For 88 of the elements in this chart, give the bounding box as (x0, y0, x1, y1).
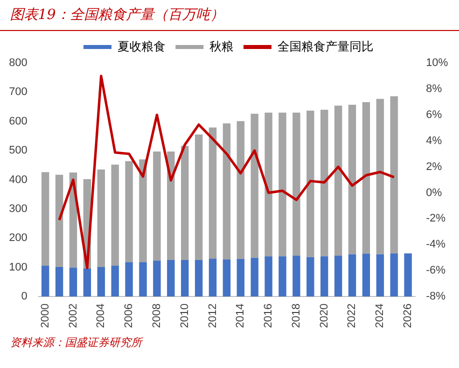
legend-label: 全国粮食产量同比 (278, 39, 374, 54)
y-tick-label: 0 (21, 290, 28, 303)
bar (167, 260, 175, 297)
y-tick-label: 700 (8, 86, 28, 98)
bar (292, 112, 300, 256)
x-tick-label: 2004 (95, 304, 108, 328)
bar (97, 267, 105, 297)
bar (264, 256, 272, 297)
bar (236, 258, 244, 297)
bar (348, 104, 356, 254)
y2-tick-label: -2% (426, 212, 446, 225)
bar (306, 257, 314, 297)
bar (55, 174, 64, 268)
x-tick-label: 2016 (262, 304, 275, 328)
bar (111, 266, 119, 297)
x-tick-label: 2014 (234, 304, 247, 328)
bar (153, 151, 161, 261)
x-tick-label: 2006 (123, 304, 136, 328)
bar (250, 258, 258, 297)
y-tick-label: 100 (8, 261, 28, 274)
bar (390, 253, 398, 297)
bar (320, 110, 328, 256)
bar (139, 159, 147, 262)
bar (362, 102, 370, 254)
x-tick-label: 2026 (402, 304, 414, 328)
bar (55, 267, 64, 297)
legend-label: 夏收粮食 (118, 39, 166, 54)
bar (208, 258, 217, 297)
bar (194, 134, 203, 260)
bar (180, 260, 189, 297)
x-tick-label: 2012 (206, 304, 219, 328)
bar (320, 256, 328, 297)
y2-tick-label: 0% (426, 186, 442, 199)
x-tick-label: 2010 (178, 304, 191, 328)
bar (83, 268, 92, 297)
bar (376, 254, 384, 297)
x-tick-label: 2002 (67, 304, 80, 328)
y-tick-label: 200 (8, 232, 28, 244)
bar (334, 106, 342, 256)
y2-tick-label: 6% (426, 108, 442, 121)
bar (208, 128, 217, 259)
bar (194, 260, 203, 297)
bar (334, 256, 342, 297)
text: 资料来源：国盛证券研究所 (9, 335, 144, 350)
bar (236, 121, 244, 259)
bar (69, 268, 78, 297)
y2-tick-label: 8% (426, 82, 442, 95)
bar (41, 172, 50, 266)
bar (125, 262, 133, 297)
chart-title: 图表19：全国粮食产量（百万吨） (9, 6, 225, 25)
bar (348, 254, 356, 297)
y2-tick-label: -8% (426, 290, 446, 303)
legend-label: 秋粮 (210, 39, 234, 54)
x-tick-label: 2024 (374, 304, 386, 328)
bar (180, 146, 189, 260)
x-tick-label: 2022 (346, 304, 358, 328)
y-tick-label: 800 (8, 57, 28, 70)
bar (278, 256, 286, 297)
y2-tick-label: -4% (426, 238, 446, 251)
bar (278, 112, 286, 256)
y-tick-label: 500 (8, 144, 28, 157)
x-tick-label: 2008 (150, 304, 163, 328)
y2-tick-label: 2% (426, 160, 442, 173)
bar (153, 260, 161, 297)
x-tick-label: 2000 (39, 304, 52, 328)
y2-tick-label: 4% (426, 134, 442, 147)
bar (306, 110, 314, 258)
x-tick-label: 2020 (318, 304, 330, 328)
x-tick-label: 2018 (290, 304, 302, 328)
bar (404, 253, 412, 297)
y-tick-label: 300 (8, 202, 28, 215)
y-tick-label: 400 (8, 174, 28, 186)
bar (41, 266, 50, 297)
bar (376, 98, 384, 254)
y-tick-label: 600 (8, 115, 28, 128)
bar (390, 96, 398, 254)
bar (222, 259, 231, 297)
y2-tick-label: -6% (426, 264, 446, 277)
bar (111, 164, 119, 266)
bar (362, 254, 370, 297)
bar (292, 256, 300, 297)
bar (222, 123, 231, 260)
bar (125, 161, 133, 262)
bar (139, 262, 147, 297)
bar (264, 112, 272, 256)
y2-tick-label: 10% (426, 57, 448, 70)
bar (97, 170, 105, 268)
bar (250, 114, 258, 258)
